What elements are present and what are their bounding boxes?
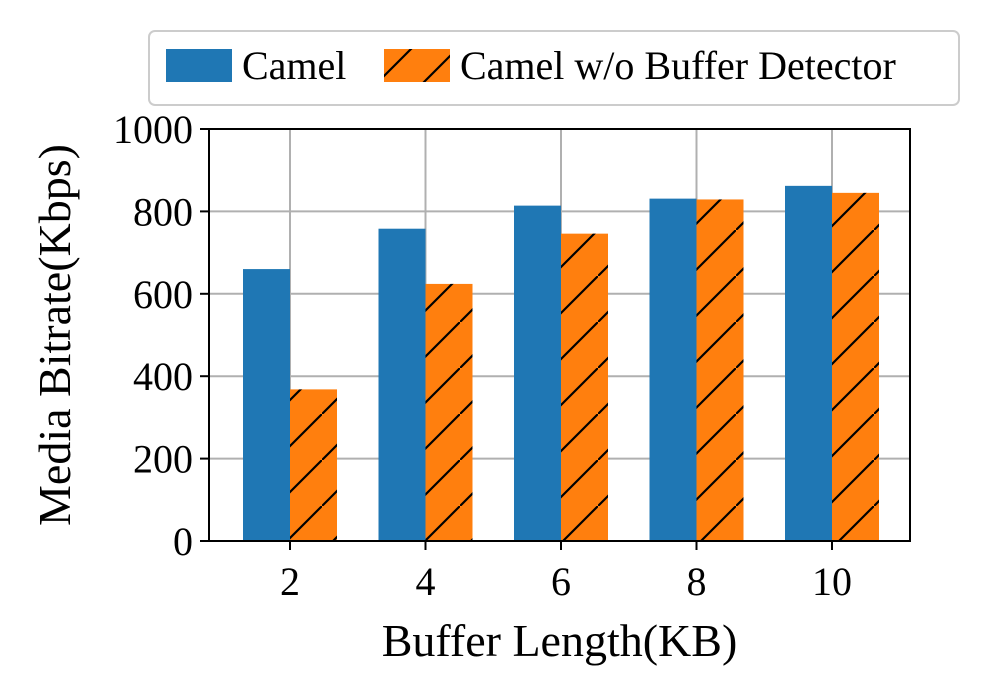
y-tick-label: 400 — [133, 354, 193, 399]
bar-camel-4 — [378, 228, 426, 542]
legend-box — [148, 30, 960, 106]
plot-frame — [208, 128, 911, 542]
x-tick-label: 2 — [280, 559, 300, 604]
legend: Camel Camel w/o Buffer Detector — [148, 30, 960, 106]
bar-hatch — [561, 233, 608, 541]
legend-label-camel-wo-buffer-detector: Camel w/o Buffer Detector — [460, 43, 896, 88]
bar-hatch — [425, 283, 473, 541]
x-tick-label: 6 — [551, 559, 571, 604]
bar-camel-6 — [514, 205, 561, 541]
y-axis-ticks: 0 200 400 600 800 1000 — [113, 107, 209, 564]
bar-camel-2 — [243, 269, 290, 541]
legend-label-camel: Camel — [242, 43, 346, 88]
x-axis-ticks: 2 4 6 8 10 — [280, 541, 852, 604]
bar-camel-8 — [649, 198, 697, 542]
y-tick-label: 1000 — [113, 107, 193, 152]
bars — [243, 185, 879, 542]
legend-swatch-hatch — [384, 49, 450, 82]
bar-camel-10 — [785, 185, 832, 541]
x-tick-label: 8 — [687, 559, 707, 604]
y-tick-label: 200 — [133, 437, 193, 482]
bar-hatch — [832, 192, 879, 542]
x-tick-label: 10 — [812, 559, 852, 604]
x-axis-title: Buffer Length(KB) — [382, 615, 738, 666]
y-axis-title: Media Bitrate(Kbps) — [29, 144, 80, 526]
bar-hatch — [290, 389, 337, 541]
bar-hatch — [696, 199, 744, 541]
legend-swatch-camel — [166, 49, 232, 82]
y-tick-label: 800 — [133, 189, 193, 234]
y-tick-label: 600 — [133, 272, 193, 317]
y-tick-label: 0 — [173, 519, 193, 564]
x-tick-label: 4 — [416, 559, 436, 604]
